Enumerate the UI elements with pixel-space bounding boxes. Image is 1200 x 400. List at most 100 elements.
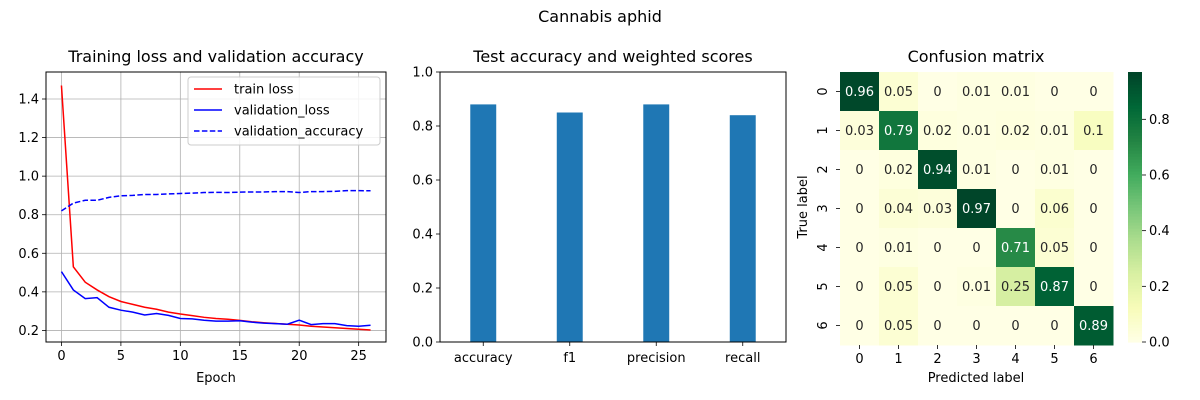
- line-chart-y-tick-label: 1.2: [18, 131, 39, 146]
- colorbar-segment: [1128, 288, 1142, 292]
- heatmap-cell-label: 0.02: [1001, 124, 1030, 139]
- heatmap-cell: [840, 189, 880, 229]
- heatmap-cell: [840, 267, 880, 307]
- bar-f1: [556, 112, 583, 342]
- colorbar-segment: [1128, 156, 1142, 160]
- heatmap-x-ticks: 0 1 2 3 4 5 6: [855, 345, 1098, 367]
- line-chart-x-tick-label: 25: [350, 349, 367, 364]
- colorbar-segment: [1128, 75, 1142, 79]
- heatmap-y-tick-label: 1: [816, 126, 831, 134]
- colorbar-segment: [1128, 96, 1142, 100]
- colorbar-segment: [1128, 255, 1142, 259]
- colorbar-segment: [1128, 177, 1142, 181]
- heatmap-y-tick-label: 0: [816, 87, 831, 95]
- heatmap-y-tick-label: 3: [816, 204, 831, 212]
- colorbar-segment: [1128, 303, 1142, 307]
- colorbar-segment: [1128, 210, 1142, 214]
- colorbar-segment: [1128, 294, 1142, 298]
- colorbar-segment: [1128, 279, 1142, 283]
- line-chart-y-ticks: 0.2 0.4 0.6 0.8 1.0 1.2 1.4: [18, 93, 46, 339]
- colorbar-tick-label: 0.0: [1149, 336, 1170, 351]
- heatmap-cell: [1074, 150, 1114, 190]
- colorbar-segment: [1128, 168, 1142, 172]
- colorbar-segment: [1128, 180, 1142, 184]
- heatmap-cell: [1074, 267, 1114, 307]
- line-chart-xlabel: Epoch: [196, 371, 236, 386]
- line-chart-x-tick-label: 15: [232, 349, 249, 364]
- heatmap-cell-label: 0: [855, 202, 863, 217]
- heatmap-cell: [996, 150, 1036, 190]
- heatmap-cell: [879, 267, 919, 307]
- heatmap-cell: [957, 111, 997, 151]
- bar-chart-y-tick-label: 0.8: [412, 120, 433, 135]
- colorbar-segment: [1128, 261, 1142, 265]
- colorbar-segment: [1128, 159, 1142, 163]
- heatmap-colorbar: 0.0 0.2 0.4 0.6 0.8: [1128, 72, 1170, 351]
- colorbar-segment: [1128, 333, 1142, 337]
- colorbar-segment: [1128, 129, 1142, 133]
- heatmap-cell: [918, 306, 958, 346]
- heatmap-y-tick-label: 2: [816, 165, 831, 173]
- heatmap-x-tick-label: 1: [894, 352, 902, 367]
- heatmap-x-tick-label: 5: [1050, 352, 1058, 367]
- heatmap-cell: [879, 189, 919, 229]
- colorbar-segment: [1128, 318, 1142, 322]
- heatmap-cell: [918, 267, 958, 307]
- heatmap-cell: [1035, 306, 1075, 346]
- colorbar-segment: [1128, 105, 1142, 109]
- heatmap-cell: [1035, 267, 1075, 307]
- heatmap-cell-label: 0.94: [923, 163, 952, 178]
- heatmap-cell: [840, 228, 880, 268]
- heatmap-cell-label: 0: [972, 319, 980, 334]
- heatmap-cell: [957, 189, 997, 229]
- heatmap-ylabel: True label: [796, 175, 811, 239]
- colorbar-segment: [1128, 72, 1142, 76]
- heatmap-cell-label: 0: [1011, 319, 1019, 334]
- line-chart-x-tick-label: 20: [291, 349, 308, 364]
- colorbar-tick-label: 0.6: [1149, 168, 1170, 183]
- heatmap-cell-label: 0: [972, 241, 980, 256]
- heatmap-cell: [996, 189, 1036, 229]
- colorbar-segment: [1128, 213, 1142, 217]
- colorbar-segment: [1128, 114, 1142, 118]
- heatmap-cell: [840, 72, 880, 112]
- bar-chart-y-ticks: 0.0 0.2 0.4 0.6 0.8 1.0: [412, 66, 440, 351]
- heatmap-cell-label: 0.87: [1040, 280, 1069, 295]
- heatmap-cell: [957, 306, 997, 346]
- heatmap-cell-label: 0: [1089, 202, 1097, 217]
- colorbar-tick-label: 0.2: [1149, 280, 1170, 295]
- bar-chart-x-tick-label: precision: [627, 351, 686, 366]
- heatmap-cell-label: 0: [1011, 202, 1019, 217]
- heatmap-cell-label: 0.05: [884, 319, 913, 334]
- colorbar-segment: [1128, 198, 1142, 202]
- heatmap-cell: [918, 72, 958, 112]
- heatmap-cell: [996, 72, 1036, 112]
- colorbar-segment: [1128, 246, 1142, 250]
- heatmap-x-tick-label: 0: [855, 352, 863, 367]
- heatmap-y-tick-label: 6: [816, 321, 831, 329]
- heatmap-cell: [1035, 228, 1075, 268]
- colorbar-segment: [1128, 324, 1142, 328]
- colorbar-segment: [1128, 258, 1142, 262]
- heatmap-cell: [1035, 111, 1075, 151]
- heatmap-cell-label: 0.06: [1040, 202, 1069, 217]
- heatmap-cell: [918, 111, 958, 151]
- bar-accuracy: [470, 104, 497, 343]
- heatmap-cell-label: 0.05: [884, 280, 913, 295]
- heatmap-cell-label: 0: [1050, 85, 1058, 100]
- heatmap-cell: [1074, 189, 1114, 229]
- heatmap-cell-label: 0.05: [1040, 241, 1069, 256]
- heatmap-x-tick-label: 4: [1011, 352, 1019, 367]
- figure-suptitle: Cannabis aphid: [538, 7, 662, 26]
- bar-chart-title: Test accuracy and weighted scores: [472, 47, 752, 66]
- heatmap-cell: [996, 228, 1036, 268]
- colorbar-segment: [1128, 147, 1142, 151]
- bar-chart-y-tick-label: 0.6: [412, 174, 433, 189]
- colorbar-segment: [1128, 300, 1142, 304]
- heatmap-cell-label: 0: [933, 280, 941, 295]
- bar-chart-y-tick-label: 0.2: [412, 282, 433, 297]
- heatmap-cell-label: 0: [1089, 241, 1097, 256]
- heatmap-cell-label: 0: [855, 319, 863, 334]
- colorbar-segment: [1128, 162, 1142, 166]
- heatmap-cell-label: 0.01: [962, 163, 991, 178]
